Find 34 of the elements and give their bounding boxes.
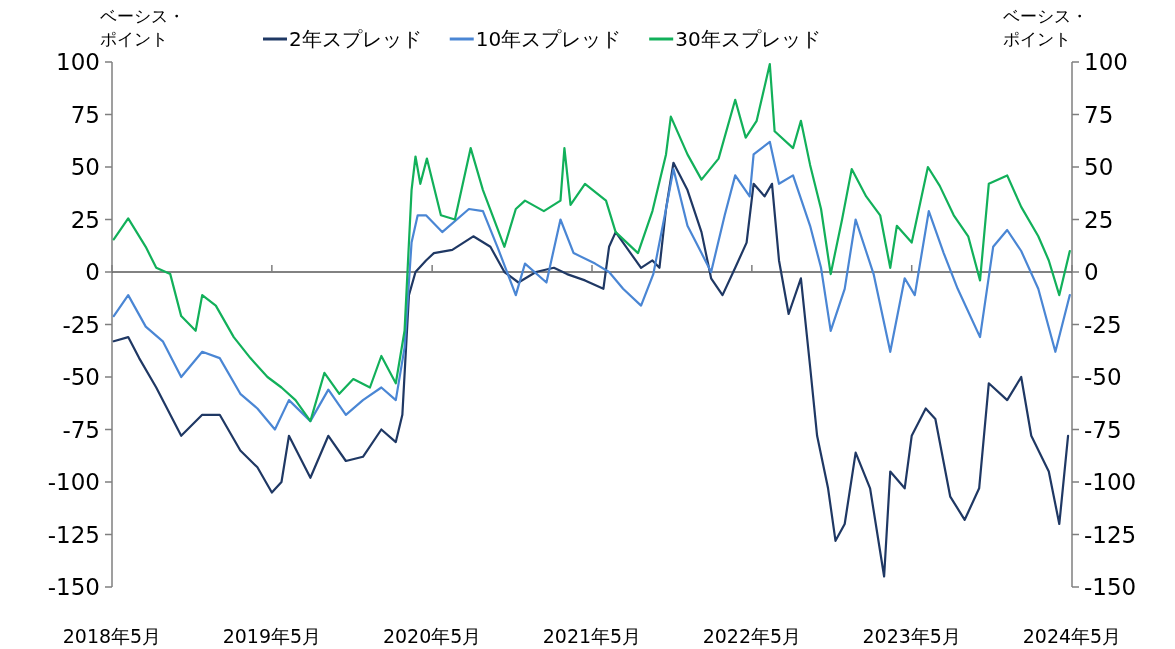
- y-tick-label: 100: [56, 49, 100, 75]
- y-tick-label: 75: [70, 101, 100, 128]
- y-tick-label: 0: [85, 259, 100, 285]
- x-tick-label: 2023年5月: [862, 625, 961, 647]
- y2-tick-label: -150: [1084, 574, 1137, 600]
- y2-tick-label: 0: [1084, 259, 1099, 285]
- y-tick-label: -150: [47, 574, 100, 600]
- legend-label: 10年スプレッド: [475, 27, 622, 51]
- y-tick-label: 50: [70, 154, 100, 180]
- x-tick-label: 2019年5月: [222, 625, 322, 647]
- y-tick-label: -75: [62, 416, 100, 443]
- legend-label: 30年スプレッド: [675, 27, 821, 51]
- x-tick-label: 2018年5月: [62, 625, 162, 647]
- y-tick-label: -25: [62, 311, 100, 338]
- y-tick-label: -50: [62, 364, 100, 390]
- y2-tick-label: 50: [1084, 154, 1114, 180]
- y-axis-title: ベーシス・ポイント: [100, 6, 185, 49]
- x-tick-label: 2021年5月: [542, 625, 642, 647]
- y2-tick-label: 100: [1084, 49, 1128, 75]
- y2-tick-label: -125: [1084, 521, 1137, 548]
- legend-label: 2年スプレッド: [289, 27, 422, 51]
- y2-axis-title: ベーシス・ポイント: [1003, 6, 1088, 49]
- y-tick-label: -125: [47, 521, 100, 548]
- x-tick-label: 2022年5月: [702, 625, 802, 647]
- y-tick-label: -100: [47, 469, 100, 495]
- x-tick-label: 2024年5月: [1022, 625, 1122, 647]
- y-tick-label: 25: [70, 206, 100, 233]
- y2-tick-label: 25: [1084, 206, 1114, 233]
- y2-tick-label: -50: [1084, 364, 1122, 390]
- x-tick-label: 2020年5月: [382, 625, 482, 647]
- y2-tick-label: -100: [1084, 469, 1137, 495]
- y2-tick-label: -75: [1084, 416, 1122, 443]
- y2-tick-label: -25: [1084, 311, 1122, 338]
- y2-tick-label: 75: [1084, 101, 1114, 128]
